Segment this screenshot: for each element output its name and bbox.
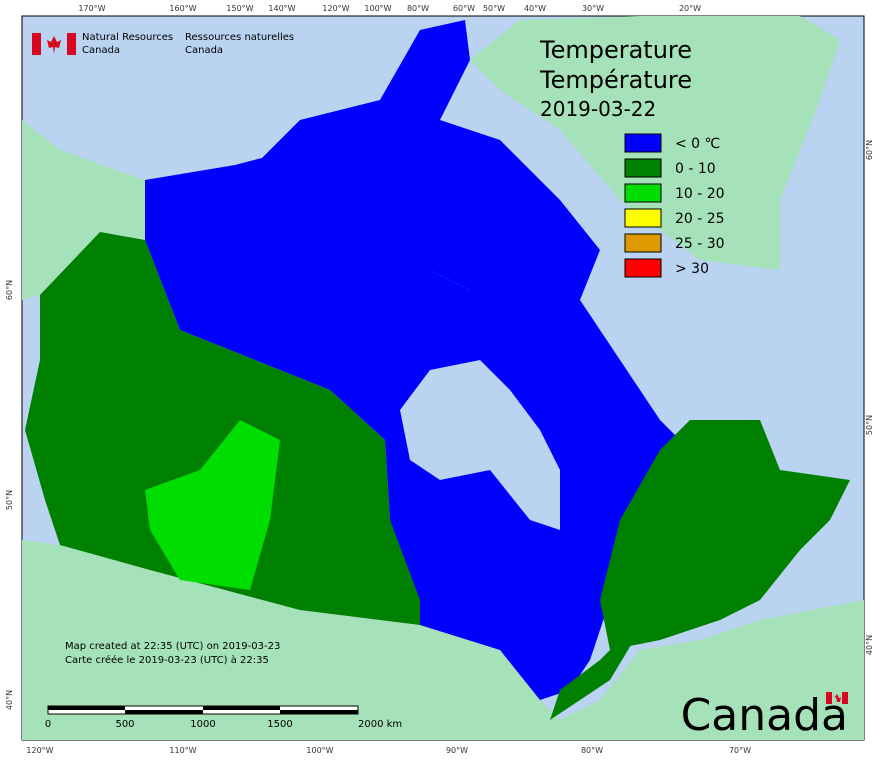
longitude-label: 50°W <box>483 4 505 13</box>
scale-label: 1000 <box>190 719 215 730</box>
latitude-label: 60°N <box>5 280 14 300</box>
longitude-label: 40°W <box>524 4 546 13</box>
latitude-label: 50°N <box>5 490 14 510</box>
legend: < 0 ℃ 0 - 10 10 - 20 20 - 25 25 - 30 > 30 <box>624 133 725 278</box>
longitude-label: 60°W <box>453 4 475 13</box>
scale-label: 500 <box>115 719 134 730</box>
longitude-label: 80°W <box>407 4 429 13</box>
legend-label: 0 - 10 <box>675 161 716 177</box>
scale-label: 0 <box>45 719 51 730</box>
region-0-10-west <box>25 232 420 625</box>
legend-swatch <box>624 208 662 228</box>
wordmark-flag <box>826 692 848 704</box>
longitude-label: 100°W <box>364 4 391 13</box>
legend-swatch <box>624 233 662 253</box>
longitude-label: 20°W <box>679 4 701 13</box>
org-fr: Ressources naturelles <box>185 32 294 43</box>
longitude-label: 90°W <box>446 746 468 755</box>
legend-label: 25 - 30 <box>675 236 725 252</box>
legend-swatch <box>624 183 662 203</box>
scale-label: 2000 km <box>358 719 402 730</box>
longitude-label: 140°W <box>268 4 295 13</box>
hudson-bay <box>400 360 560 530</box>
latitude-label: 40°N <box>5 690 14 710</box>
scale-label: 1500 <box>267 719 292 730</box>
scale-labels: 0 500 1000 1500 2000 km <box>45 719 402 730</box>
note: Map created at 22:35 (UTC) on 2019-03-23 <box>65 641 280 652</box>
region-0-10-ontario <box>550 630 640 720</box>
legend-label: > 30 <box>675 261 709 277</box>
legend-swatch <box>624 158 662 178</box>
legend-label: 10 - 20 <box>675 186 725 202</box>
legend-swatch <box>624 258 662 278</box>
alaska <box>22 120 145 300</box>
wordmark: Canada <box>681 690 848 741</box>
legend-swatch <box>624 133 662 153</box>
longitude-label: 80°W <box>581 746 603 755</box>
org-en: Natural Resources <box>82 32 173 43</box>
longitude-label: 30°W <box>582 4 604 13</box>
region-10-20 <box>145 420 280 590</box>
longitude-label: 120°W <box>26 746 53 755</box>
scale-bar <box>47 705 359 715</box>
longitude-label: 160°W <box>169 4 196 13</box>
usa <box>22 540 864 740</box>
latitude-label: 40°N <box>865 635 874 655</box>
latitude-label: 60°N <box>865 140 874 160</box>
title: Temperature <box>539 36 692 64</box>
canada <box>25 20 850 720</box>
title: Température <box>539 66 692 94</box>
longitude-label: 100°W <box>306 746 333 755</box>
graticule-labels: 170°W 160°W 150°W 140°W 120°W 100°W 80°W 60°W 50… <box>5 4 874 755</box>
longitude-label: 170°W <box>78 4 105 13</box>
note: Carte créée le 2019-03-23 (UTC) à 22:35 <box>65 654 269 666</box>
arctic-islands <box>230 20 600 300</box>
longitude-label: 150°W <box>226 4 253 13</box>
org-fr: Canada <box>185 45 223 56</box>
longitude-label: 70°W <box>729 746 751 755</box>
latitude-label: 50°N <box>865 415 874 435</box>
flag-logo <box>32 33 76 55</box>
legend-label: 20 - 25 <box>675 211 725 227</box>
longitude-label: 120°W <box>322 4 349 13</box>
date: 2019-03-22 <box>540 97 656 121</box>
longitude-label: 110°W <box>169 746 196 755</box>
region-0-10-east <box>600 420 850 650</box>
legend-label: < 0 ℃ <box>675 136 720 152</box>
org-en: Canada <box>82 45 120 56</box>
